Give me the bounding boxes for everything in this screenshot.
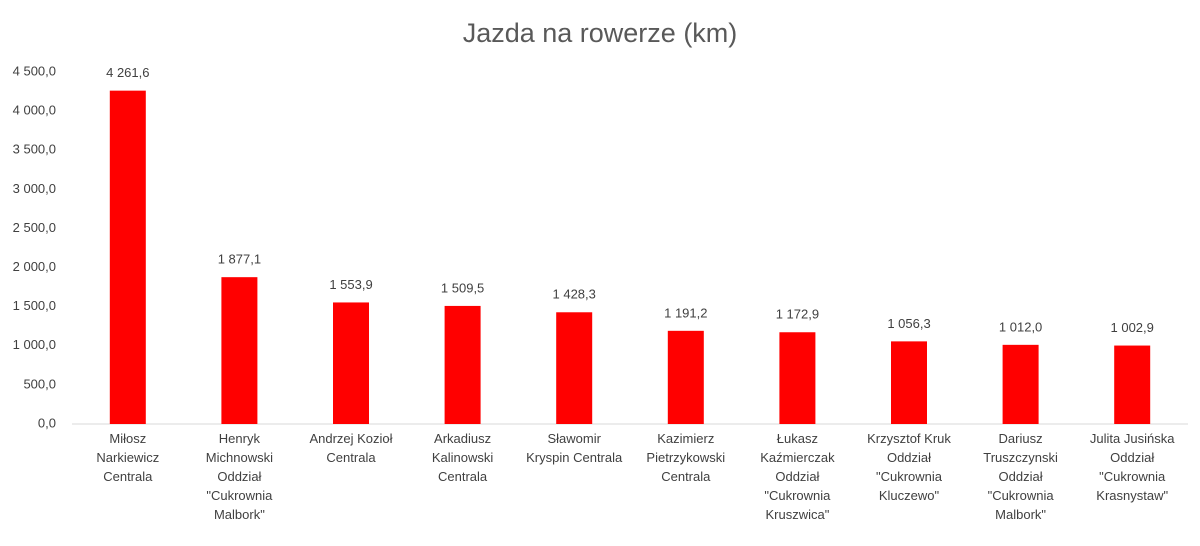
x-tick-label-line: "Cukrownia bbox=[1099, 469, 1166, 484]
x-tick-label-line: Centrala bbox=[438, 469, 488, 484]
x-tick-label-line: Malbork" bbox=[995, 507, 1046, 522]
y-tick-label: 1 000,0 bbox=[13, 337, 56, 352]
x-tick-label-line: Arkadiusz bbox=[434, 431, 491, 446]
x-tick-label-line: Oddział bbox=[217, 469, 261, 484]
x-tick-label-line: Michnowski bbox=[206, 450, 273, 465]
y-tick-label: 2 000,0 bbox=[13, 259, 56, 274]
y-tick-label: 3 000,0 bbox=[13, 181, 56, 196]
x-tick-label-line: Malbork" bbox=[214, 507, 265, 522]
y-tick-label: 1 500,0 bbox=[13, 298, 56, 313]
data-label: 1 877,1 bbox=[218, 252, 261, 267]
x-tick-label-line: Kluczewo" bbox=[879, 488, 940, 503]
x-tick-label-line: Kazimierz bbox=[657, 431, 714, 446]
x-tick-label-line: Oddział bbox=[1110, 450, 1154, 465]
x-tick-label: Miłosz Narkiewicz Centrala bbox=[96, 431, 159, 484]
x-tick-label-line: "Cukrownia bbox=[206, 488, 273, 503]
bar bbox=[891, 341, 927, 424]
x-tick-label-line: Centrala bbox=[661, 469, 711, 484]
bar bbox=[221, 277, 258, 424]
x-tick-label-line: "Cukrownia bbox=[988, 488, 1055, 503]
x-tick-label-line: Narkiewicz bbox=[96, 450, 159, 465]
x-tick-label-line: Sławomir bbox=[547, 431, 601, 446]
x-tick-label-line: Centrala bbox=[326, 450, 376, 465]
x-tick-label-line: Kalinowski bbox=[432, 450, 494, 465]
x-tick-label-line: Kryspin Centrala bbox=[526, 450, 623, 465]
chart-title: Jazda na rowerze (km) bbox=[463, 18, 738, 48]
x-tick-label-line: "Cukrownia bbox=[764, 488, 831, 503]
x-tick-label-line: "Cukrownia bbox=[876, 469, 943, 484]
bar bbox=[444, 305, 481, 424]
x-tick-label-line: Oddział bbox=[999, 469, 1043, 484]
x-tick-label-line: Kaźmierczak bbox=[760, 450, 835, 465]
bar bbox=[109, 90, 146, 424]
x-tick-label: Dariusz Truszczynski Oddział "Cukrownia Malb… bbox=[983, 431, 1058, 522]
x-tick-label-line: Pietrzykowski bbox=[646, 450, 725, 465]
x-tick-label: Łukasz Kaźmierczak Oddział "Cukrownia Kruszw… bbox=[760, 431, 835, 522]
bar bbox=[1114, 345, 1151, 424]
x-tick-label-line: Krzysztof Kruk bbox=[867, 431, 951, 446]
x-tick-label-line: Centrala bbox=[103, 469, 153, 484]
x-tick-label: Sławomir Kryspin Centrala bbox=[526, 431, 623, 465]
data-label: 4 261,6 bbox=[106, 65, 149, 80]
x-tick-label-line: Andrzej Kozioł bbox=[309, 431, 392, 446]
data-label: 1 012,0 bbox=[999, 319, 1042, 334]
y-tick-label: 3 500,0 bbox=[13, 142, 56, 157]
y-tick-label: 0,0 bbox=[38, 415, 56, 430]
x-tick-label-line: Kruszwica" bbox=[765, 507, 829, 522]
data-label: 1 428,3 bbox=[553, 287, 596, 302]
data-label: 1 056,3 bbox=[887, 316, 930, 331]
x-tick-label: Krzysztof Kruk Oddział "Cukrownia Kluczewo" bbox=[867, 431, 951, 503]
x-tick-label-line: Miłosz bbox=[109, 431, 146, 446]
bar bbox=[333, 302, 369, 424]
x-tick-label-line: Dariusz bbox=[999, 431, 1043, 446]
x-tick-label-line: Truszczynski bbox=[983, 450, 1058, 465]
x-tick-label: Andrzej Kozioł Centrala bbox=[309, 431, 392, 465]
x-tick-label-line: Julita Jusińska bbox=[1090, 431, 1175, 446]
data-label: 1 553,9 bbox=[329, 277, 372, 292]
x-tick-label: Arkadiusz Kalinowski Centrala bbox=[432, 431, 494, 484]
x-tick-label: Julita Jusińska Oddział "Cukrownia Krasnyst… bbox=[1090, 431, 1175, 503]
y-tick-label: 4 500,0 bbox=[13, 63, 56, 78]
bar bbox=[556, 312, 593, 424]
x-tick-label-line: Łukasz bbox=[777, 431, 818, 446]
data-label: 1 509,5 bbox=[441, 280, 484, 295]
data-label: 1 172,9 bbox=[776, 307, 819, 322]
x-tick-label-line: Krasnystaw" bbox=[1096, 488, 1168, 503]
bar bbox=[667, 330, 704, 424]
data-label: 1 002,9 bbox=[1111, 320, 1154, 335]
y-tick-label: 2 500,0 bbox=[13, 220, 56, 235]
y-tick-label: 4 000,0 bbox=[13, 103, 56, 118]
data-label: 1 191,2 bbox=[664, 305, 707, 320]
x-tick-label-line: Oddział bbox=[775, 469, 819, 484]
x-tick-label-line: Oddział bbox=[887, 450, 931, 465]
bar bbox=[779, 332, 816, 424]
bar bbox=[1002, 344, 1039, 424]
x-tick-label: Henryk Michnowski Oddział "Cukrownia Malbork… bbox=[206, 431, 273, 522]
x-tick-label: Kazimierz Pietrzykowski Centrala bbox=[646, 431, 725, 484]
y-tick-label: 500,0 bbox=[23, 376, 56, 391]
x-tick-label-line: Henryk bbox=[219, 431, 261, 446]
